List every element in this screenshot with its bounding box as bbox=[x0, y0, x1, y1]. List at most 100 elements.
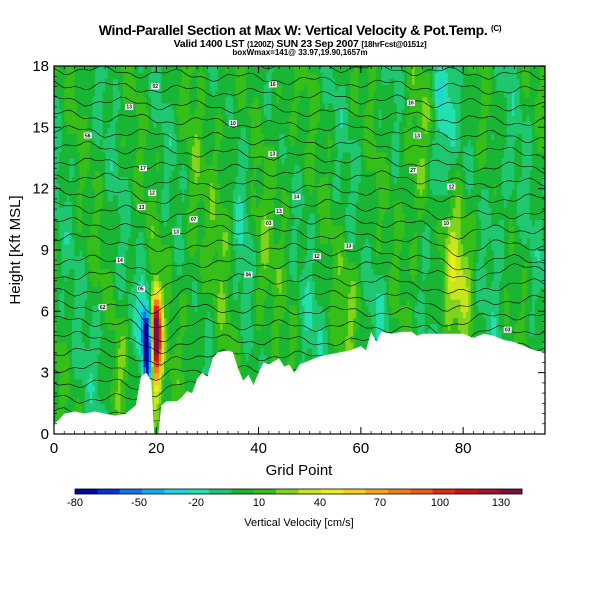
velocity-cell bbox=[158, 250, 163, 257]
velocity-cell bbox=[184, 237, 188, 245]
velocity-cell bbox=[230, 286, 234, 294]
valid-time-line: Valid 1400 LST (1200Z) SUN 23 Sep 2007 [… bbox=[173, 38, 427, 50]
velocity-cell bbox=[209, 200, 214, 208]
velocity-cell bbox=[115, 280, 119, 288]
velocity-cell bbox=[107, 213, 111, 220]
velocity-cell bbox=[189, 121, 193, 128]
velocity-cell bbox=[212, 250, 216, 257]
velocity-cell bbox=[243, 96, 247, 104]
velocity-cell bbox=[61, 84, 65, 92]
velocity-cell bbox=[94, 133, 99, 141]
velocity-cell bbox=[140, 121, 145, 128]
velocity-cell bbox=[112, 90, 116, 98]
velocity-cell bbox=[79, 360, 83, 368]
velocity-cell bbox=[120, 262, 124, 269]
velocity-cell bbox=[115, 243, 119, 251]
velocity-cell bbox=[148, 311, 152, 319]
velocity-cell bbox=[138, 237, 142, 245]
velocity-cell bbox=[248, 274, 252, 282]
velocity-cell bbox=[64, 194, 68, 202]
velocity-cell bbox=[61, 280, 65, 288]
velocity-cell bbox=[74, 176, 78, 184]
velocity-cell bbox=[89, 151, 93, 159]
velocity-cell bbox=[253, 317, 257, 325]
velocity-cell bbox=[66, 158, 70, 165]
velocity-cell bbox=[120, 115, 124, 122]
velocity-cell bbox=[59, 342, 63, 349]
velocity-cell bbox=[233, 299, 237, 306]
velocity-cell bbox=[184, 219, 188, 227]
velocity-cell bbox=[128, 311, 132, 319]
velocity-cell bbox=[117, 66, 122, 73]
velocity-cell bbox=[128, 348, 132, 355]
velocity-cell bbox=[112, 72, 116, 79]
velocity-cell bbox=[163, 335, 168, 343]
velocity-cell bbox=[140, 225, 145, 233]
velocity-cell bbox=[59, 280, 63, 288]
velocity-cell bbox=[181, 317, 186, 325]
velocity-cell bbox=[138, 213, 142, 220]
velocity-cell bbox=[69, 84, 73, 92]
velocity-cell bbox=[59, 237, 63, 245]
velocity-cell bbox=[163, 108, 168, 116]
velocity-cell bbox=[148, 292, 152, 300]
velocity-cell bbox=[59, 78, 63, 85]
velocity-cell bbox=[222, 256, 226, 263]
velocity-cell bbox=[225, 286, 229, 294]
velocity-cell bbox=[115, 397, 119, 404]
velocity-cell bbox=[263, 225, 267, 233]
velocity-cell bbox=[77, 317, 81, 325]
velocity-cell bbox=[94, 121, 99, 128]
velocity-cell bbox=[92, 115, 96, 122]
velocity-cell bbox=[194, 231, 198, 239]
velocity-cell bbox=[110, 268, 114, 276]
velocity-cell bbox=[107, 90, 111, 98]
velocity-cell bbox=[207, 360, 211, 368]
velocity-cell bbox=[74, 219, 78, 227]
velocity-cell bbox=[169, 108, 173, 116]
velocity-cell bbox=[250, 286, 255, 294]
velocity-cell bbox=[240, 354, 244, 361]
velocity-cell bbox=[163, 250, 168, 257]
velocity-cell bbox=[166, 96, 170, 104]
velocity-cell bbox=[110, 164, 114, 171]
velocity-cell bbox=[204, 219, 209, 227]
velocity-cell bbox=[158, 127, 163, 135]
velocity-cell bbox=[123, 219, 127, 227]
velocity-cell bbox=[217, 213, 221, 220]
velocity-cell bbox=[110, 102, 114, 110]
velocity-cell bbox=[89, 292, 93, 300]
velocity-cell bbox=[117, 200, 122, 208]
velocity-cell bbox=[54, 348, 58, 355]
velocity-cell bbox=[82, 372, 86, 380]
velocity-cell bbox=[222, 188, 226, 196]
velocity-cell bbox=[151, 323, 155, 331]
velocity-cell bbox=[179, 219, 183, 227]
velocity-cell bbox=[140, 329, 145, 337]
velocity-cell bbox=[146, 200, 150, 208]
velocity-cell bbox=[202, 354, 206, 361]
velocity-cell bbox=[243, 90, 247, 98]
velocity-cell bbox=[192, 96, 196, 104]
velocity-cell bbox=[66, 176, 70, 184]
velocity-cell bbox=[94, 292, 99, 300]
velocity-cell bbox=[202, 268, 206, 276]
velocity-cell bbox=[115, 121, 119, 128]
velocity-cell bbox=[261, 139, 265, 147]
velocity-cell bbox=[130, 219, 134, 227]
velocity-cell bbox=[107, 182, 111, 190]
velocity-cell bbox=[186, 158, 191, 165]
velocity-cell bbox=[240, 145, 244, 153]
velocity-cell bbox=[253, 72, 257, 79]
velocity-cell bbox=[105, 323, 109, 331]
velocity-cell bbox=[97, 127, 101, 135]
velocity-cell bbox=[181, 78, 186, 85]
velocity-cell bbox=[128, 323, 132, 331]
velocity-cell bbox=[202, 108, 206, 116]
velocity-cell bbox=[140, 237, 145, 245]
velocity-cell bbox=[194, 102, 198, 110]
velocity-cell bbox=[261, 286, 265, 294]
velocity-cell bbox=[125, 243, 129, 251]
velocity-cell bbox=[153, 158, 157, 165]
